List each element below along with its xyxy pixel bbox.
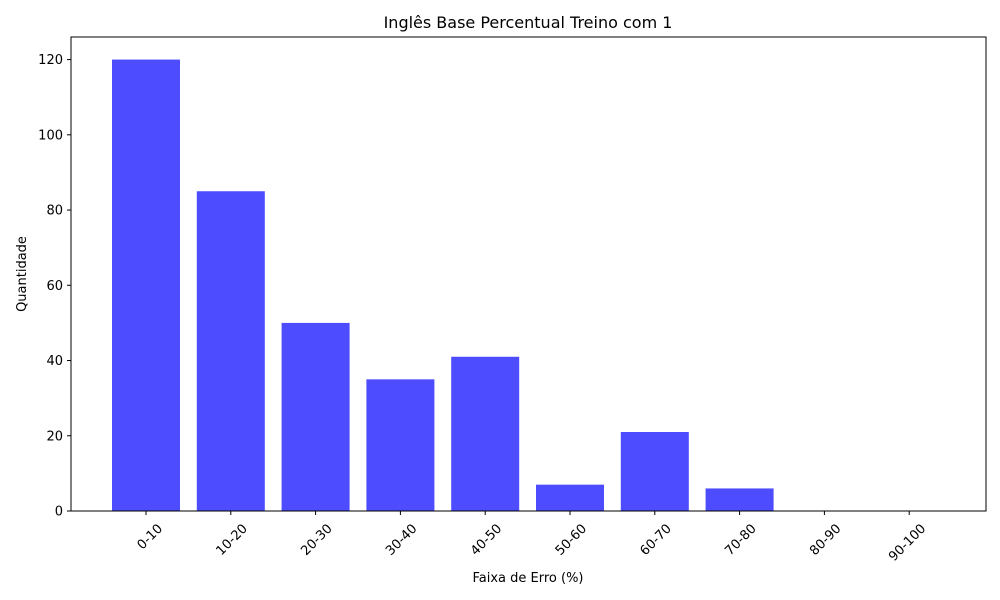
y-tick-label: 100 <box>38 128 63 143</box>
bar-40-50 <box>451 356 520 511</box>
x-axis-label: Faixa de Erro (%) <box>472 571 583 586</box>
y-tick-label: 40 <box>46 354 63 369</box>
bar-50-60 <box>536 484 604 511</box>
bar-60-70 <box>620 432 689 511</box>
y-tick-label: 120 <box>38 53 63 68</box>
y-tick-label: 0 <box>55 505 63 520</box>
bar-70-80 <box>705 488 774 511</box>
bar-20-30 <box>281 322 350 511</box>
bar-30-40 <box>366 379 435 511</box>
y-axis-ticks: 0 20 40 60 80 100 120 <box>38 53 71 520</box>
chart-title: Inglês Base Percentual Treino com 1 <box>384 13 673 32</box>
bars-group <box>112 59 774 511</box>
y-tick-label: 20 <box>46 429 63 444</box>
plot-area-frame <box>70 36 987 512</box>
y-tick-label: 60 <box>46 279 63 294</box>
y-axis-label: Quantidade <box>15 236 30 312</box>
bar-0-10 <box>112 59 180 511</box>
bar-10-20 <box>196 191 265 511</box>
y-tick-label: 80 <box>46 204 63 219</box>
